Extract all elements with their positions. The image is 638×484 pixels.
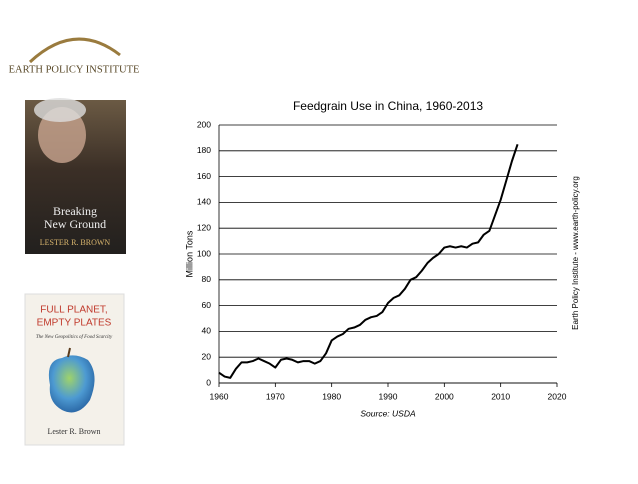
y-tick-label: 120 [197,222,211,232]
y-tick-label: 20 [202,351,212,361]
x-tick-label: 2020 [548,391,567,401]
source-note: Source: USDA [360,408,416,418]
x-tick-label: 1990 [379,391,398,401]
book-author: Lester R. Brown [47,427,100,436]
y-tick-label: 200 [197,119,211,129]
x-tick-label: 1960 [210,391,229,401]
book-title: FULL PLANET, [40,305,107,316]
y-tick-label: 160 [197,171,211,181]
y-tick-label: 60 [202,300,212,310]
chart-title: Feedgrain Use in China, 1960-2013 [293,99,483,113]
book-subtitle: The New Geopolitics of Food Scarcity [36,335,113,340]
book-title: Breaking [53,204,97,218]
book-title: New Ground [44,217,106,231]
x-tick-label: 2000 [435,391,454,401]
logo-arc [28,37,121,64]
apple-globe [48,355,95,413]
hair [34,98,86,122]
logo-text: EARTH POLICY INSTITUTE [9,64,140,75]
y-tick-label: 0 [206,377,211,387]
x-tick-label: 1980 [322,391,341,401]
book-author: LESTER R. BROWN [40,238,111,247]
x-tick-label: 2010 [491,391,510,401]
y-tick-label: 40 [202,326,212,336]
y-tick-label: 180 [197,145,211,155]
data-line [218,144,519,379]
y-tick-label: 80 [202,274,212,284]
y-tick-label: 100 [197,248,211,258]
y-tick-label: 140 [197,197,211,207]
chart: Feedgrain Use in China, 1960-2013 0 20 40 60… [184,99,580,418]
apple-stem [67,347,71,358]
book-title: EMPTY PLATES [37,318,112,329]
x-tick-label: 1970 [266,391,285,401]
side-note: Earth Policy Institute - www.earth-polic… [571,176,580,330]
y-axis-label: Million Tons [184,230,194,277]
